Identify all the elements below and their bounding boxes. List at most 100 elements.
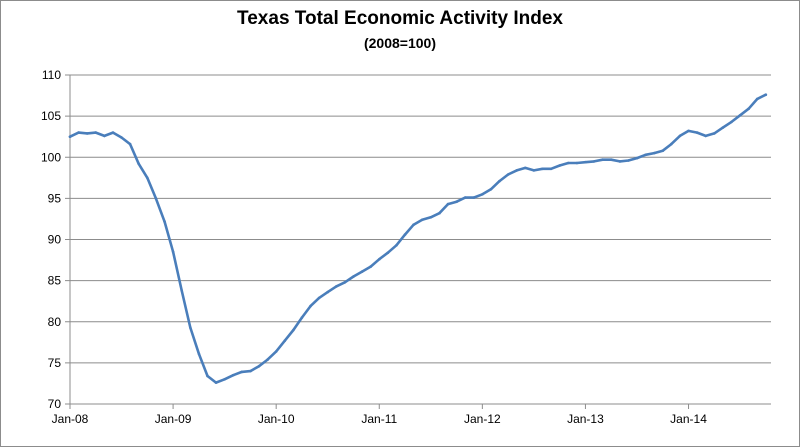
y-tick-label: 90 [48,233,62,247]
y-tick-label: 95 [48,191,62,205]
data-point [317,296,321,300]
chart-subtitle: (2008=100) [363,35,436,51]
data-point [481,193,484,196]
data-point [738,114,742,117]
data-point [163,220,166,223]
data-point [549,167,553,171]
y-tick-label: 110 [42,68,61,82]
data-point [446,202,450,206]
data-point [189,326,192,329]
data-point [704,134,707,138]
y-tick-label: 105 [41,109,61,123]
data-point [627,159,630,162]
data-point [438,211,441,215]
data-point [687,129,690,133]
data-point [378,257,381,261]
data-point [541,167,544,171]
data-point [343,281,347,284]
data-point [171,250,175,254]
data-point [257,364,261,368]
data-point [532,169,536,172]
data-point [326,290,330,294]
data-point [395,244,398,247]
data-point [412,223,415,226]
data-point [747,107,750,110]
data-point [670,142,673,146]
data-point [524,166,527,170]
x-tick-label: Jan-10 [258,412,295,426]
data-point [506,173,510,176]
data-point [713,132,716,135]
data-point [274,350,278,353]
data-point [756,97,759,101]
data-point [180,289,183,292]
data-point [661,149,665,152]
data-point [567,161,570,165]
data-point [429,216,433,219]
x-tick-label: Jan-12 [464,412,501,426]
data-point [455,200,458,203]
data-point [206,374,209,378]
data-point [300,316,304,319]
data-point [420,218,424,222]
data-point [292,328,295,332]
data-point [618,160,622,163]
y-tick-label: 75 [48,356,62,370]
x-tick-label: Jan-09 [155,412,192,426]
data-point [601,158,604,161]
data-point [695,131,699,134]
data-point [498,179,501,183]
data-point [249,369,252,373]
data-point [764,93,768,96]
data-point [472,196,476,199]
data-point [85,132,89,135]
data-point [515,169,518,172]
data-point [652,151,656,155]
data-point [489,188,493,191]
data-point [214,381,218,384]
data-point [403,233,407,236]
data-point [197,352,201,356]
data-point [77,131,80,134]
data-point [68,135,72,138]
data-point [584,160,587,164]
data-point [678,134,682,138]
y-tick-label: 85 [48,274,62,288]
data-point [644,153,647,157]
data-point [721,126,725,129]
data-point [635,156,639,160]
data-point [575,161,579,165]
series-line [68,93,768,384]
data-point [386,251,390,254]
data-point [240,370,244,374]
y-tick-label: 80 [48,315,62,329]
x-tick-label: Jan-13 [567,412,604,426]
data-point [352,275,355,278]
x-tick-label: Jan-11 [361,412,397,426]
series-layer [68,93,768,384]
data-point [231,373,235,377]
data-point [463,196,467,199]
data-point [369,265,373,268]
data-point [137,162,140,166]
data-point [94,131,98,134]
x-tick-label: Jan-14 [670,412,707,426]
data-point [609,158,613,161]
data-point [592,160,596,163]
gridlines [70,74,771,364]
data-point [283,339,287,343]
data-point [266,358,269,361]
data-point [120,136,123,139]
data-point [730,120,733,124]
data-point [146,176,149,180]
data-point [558,164,561,167]
x-axis-labels: Jan-08 Jan-09 Jan-10 Jan-11 Jan-12 Jan-13 Jan-… [52,412,708,426]
data-point [103,134,106,138]
chart-title: Texas Total Economic Activity Index [237,8,563,29]
data-point [111,131,115,134]
y-tick-label: 100 [41,150,61,164]
y-tick-label: 70 [48,397,62,411]
data-point [154,197,158,200]
y-axis-labels: 70 75 80 85 90 95 100 105 110 [41,68,61,411]
